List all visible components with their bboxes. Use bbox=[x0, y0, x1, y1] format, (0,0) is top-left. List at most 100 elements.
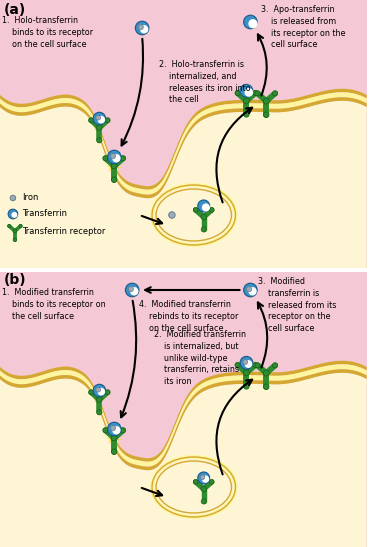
Circle shape bbox=[96, 115, 100, 120]
Circle shape bbox=[245, 360, 252, 368]
Circle shape bbox=[111, 163, 117, 169]
Circle shape bbox=[111, 177, 117, 182]
Circle shape bbox=[135, 21, 149, 35]
Circle shape bbox=[8, 209, 18, 219]
Circle shape bbox=[202, 203, 210, 212]
Circle shape bbox=[263, 384, 269, 389]
Circle shape bbox=[130, 287, 138, 295]
Circle shape bbox=[19, 224, 22, 228]
Circle shape bbox=[97, 410, 102, 415]
Circle shape bbox=[243, 359, 248, 364]
Circle shape bbox=[248, 287, 257, 295]
Polygon shape bbox=[106, 166, 114, 167]
Polygon shape bbox=[112, 167, 114, 175]
Polygon shape bbox=[112, 439, 114, 447]
Circle shape bbox=[140, 25, 148, 33]
Circle shape bbox=[244, 383, 249, 389]
Circle shape bbox=[105, 118, 110, 123]
Polygon shape bbox=[114, 162, 121, 167]
Circle shape bbox=[97, 397, 102, 403]
Circle shape bbox=[110, 426, 115, 430]
Circle shape bbox=[244, 98, 249, 104]
Circle shape bbox=[96, 387, 100, 392]
Circle shape bbox=[248, 19, 258, 28]
Polygon shape bbox=[114, 439, 117, 447]
Circle shape bbox=[201, 214, 206, 220]
Circle shape bbox=[235, 363, 240, 368]
Circle shape bbox=[200, 475, 205, 480]
Circle shape bbox=[253, 363, 258, 368]
Circle shape bbox=[128, 287, 134, 292]
Polygon shape bbox=[107, 439, 114, 444]
Circle shape bbox=[244, 15, 257, 29]
Circle shape bbox=[10, 195, 15, 201]
Polygon shape bbox=[114, 439, 121, 444]
Circle shape bbox=[263, 98, 269, 104]
Circle shape bbox=[246, 287, 252, 292]
Ellipse shape bbox=[154, 459, 234, 515]
Circle shape bbox=[198, 472, 210, 484]
Polygon shape bbox=[112, 159, 114, 167]
Circle shape bbox=[111, 449, 117, 455]
Bar bbox=[0, 272, 367, 547]
Circle shape bbox=[201, 227, 206, 232]
Text: Transferrin receptor: Transferrin receptor bbox=[22, 226, 105, 236]
Text: (b): (b) bbox=[4, 273, 27, 287]
Circle shape bbox=[97, 125, 102, 130]
Circle shape bbox=[244, 112, 249, 117]
Circle shape bbox=[244, 370, 249, 376]
Bar bbox=[0, 0, 367, 268]
Circle shape bbox=[103, 156, 108, 161]
Text: 3.  Apo-transferrin
    is released from
    its receptor on the
    cell surfac: 3. Apo-transferrin is released from its … bbox=[261, 5, 346, 49]
Circle shape bbox=[89, 118, 93, 123]
Circle shape bbox=[210, 207, 214, 212]
Circle shape bbox=[107, 422, 121, 436]
Text: 3.  Modified
    transferrin is
    released from its
    receptor on the
    ce: 3. Modified transferrin is released from… bbox=[258, 277, 337, 333]
Polygon shape bbox=[114, 167, 123, 168]
Polygon shape bbox=[106, 438, 114, 439]
Circle shape bbox=[11, 212, 17, 218]
Polygon shape bbox=[114, 167, 117, 175]
Circle shape bbox=[244, 283, 257, 297]
Circle shape bbox=[105, 390, 110, 394]
Circle shape bbox=[13, 229, 17, 233]
Polygon shape bbox=[114, 159, 117, 167]
Circle shape bbox=[111, 435, 117, 441]
Circle shape bbox=[103, 428, 108, 433]
Circle shape bbox=[273, 363, 277, 368]
Circle shape bbox=[263, 370, 269, 376]
Polygon shape bbox=[107, 167, 114, 172]
Ellipse shape bbox=[154, 187, 234, 243]
Ellipse shape bbox=[158, 191, 230, 239]
Text: 2.  Holo-transferrin is
    internalized, and
    releases its iron into
    the: 2. Holo-transferrin is internalized, and… bbox=[159, 60, 251, 104]
Circle shape bbox=[235, 90, 240, 96]
Circle shape bbox=[255, 91, 260, 96]
Circle shape bbox=[125, 283, 139, 297]
Circle shape bbox=[210, 480, 214, 484]
Circle shape bbox=[198, 200, 210, 212]
Text: 2.  Modified transferrin
    is internalized, but
    unlike wild-type
    trans: 2. Modified transferrin is internalized,… bbox=[154, 330, 246, 386]
Circle shape bbox=[97, 388, 105, 395]
Circle shape bbox=[112, 426, 121, 434]
Text: Transferrin: Transferrin bbox=[22, 210, 67, 218]
Circle shape bbox=[263, 112, 269, 118]
Circle shape bbox=[89, 390, 93, 394]
Circle shape bbox=[240, 84, 253, 97]
Circle shape bbox=[193, 207, 198, 212]
Circle shape bbox=[202, 475, 209, 483]
Polygon shape bbox=[114, 434, 121, 439]
Text: Iron: Iron bbox=[22, 194, 38, 202]
Circle shape bbox=[8, 224, 11, 228]
Circle shape bbox=[169, 212, 175, 218]
Circle shape bbox=[138, 25, 143, 30]
Circle shape bbox=[245, 88, 253, 97]
Circle shape bbox=[121, 156, 125, 161]
Circle shape bbox=[93, 385, 106, 397]
Polygon shape bbox=[114, 167, 121, 172]
Polygon shape bbox=[114, 439, 123, 440]
Circle shape bbox=[273, 91, 277, 96]
Circle shape bbox=[112, 154, 121, 162]
Text: 4.  Modified transferrin
    rebinds to its receptor
    on the cell surface: 4. Modified transferrin rebinds to its r… bbox=[139, 300, 238, 333]
Ellipse shape bbox=[158, 463, 230, 511]
Circle shape bbox=[193, 480, 198, 484]
